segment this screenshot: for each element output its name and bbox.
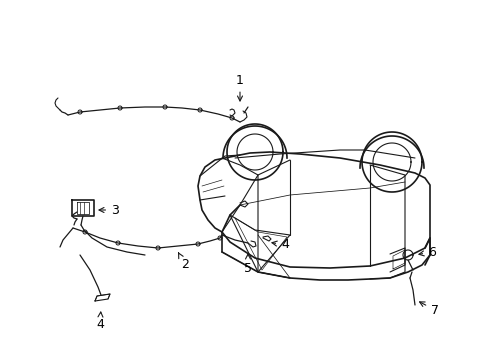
Text: 2: 2 bbox=[178, 253, 188, 271]
Text: 3: 3 bbox=[99, 203, 119, 216]
Text: 7: 7 bbox=[419, 302, 438, 316]
Text: 1: 1 bbox=[236, 73, 244, 101]
Text: 5: 5 bbox=[244, 254, 251, 275]
Text: 6: 6 bbox=[418, 246, 435, 258]
Text: 4: 4 bbox=[271, 239, 288, 252]
Text: 4: 4 bbox=[96, 312, 104, 332]
